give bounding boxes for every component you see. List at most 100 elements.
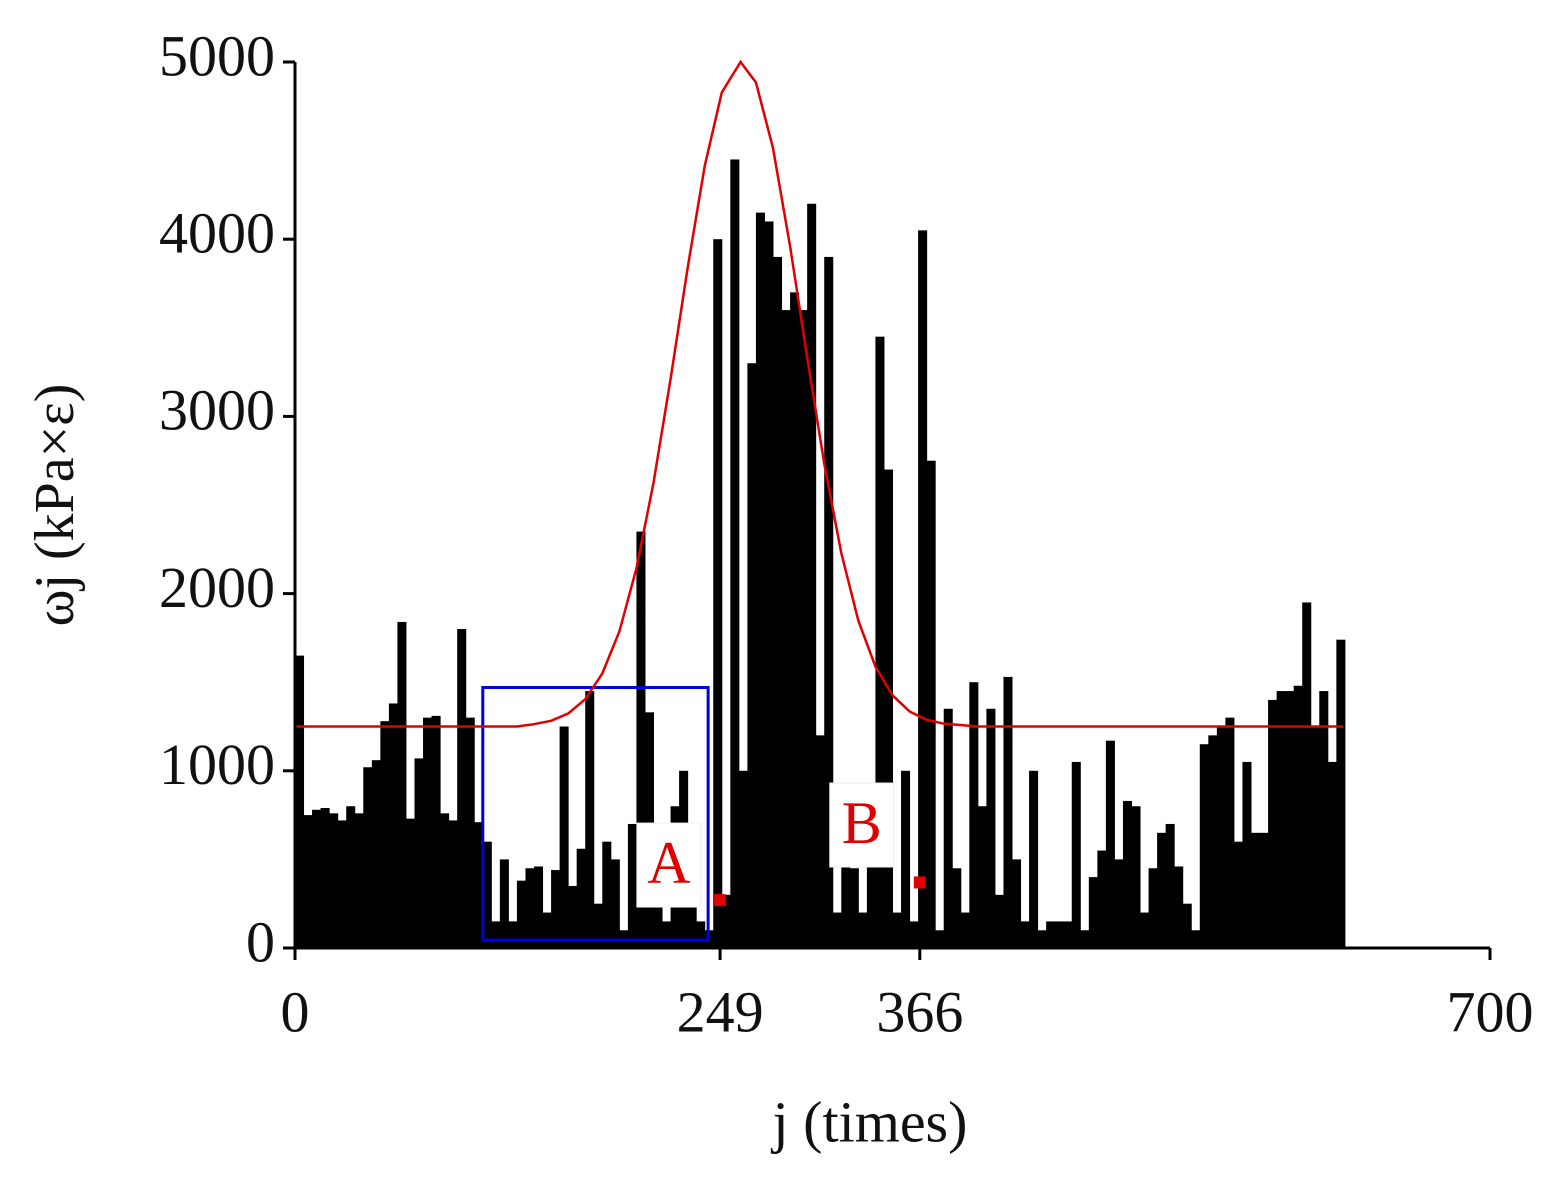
bar: [1327, 761, 1337, 948]
bar: [525, 868, 535, 948]
bar: [1242, 761, 1252, 948]
bar: [721, 894, 731, 948]
bar: [1037, 930, 1047, 948]
bar: [1148, 868, 1158, 948]
bar: [1268, 699, 1278, 948]
marker-point: [714, 894, 727, 907]
bar: [448, 820, 458, 948]
bar: [892, 912, 902, 948]
bar: [474, 822, 484, 948]
bar: [457, 629, 467, 948]
bar: [1046, 921, 1056, 948]
bar: [482, 841, 492, 948]
bar: [1208, 735, 1218, 948]
bar: [824, 256, 834, 948]
bar: [491, 921, 501, 948]
bar: [559, 726, 569, 948]
bar: [1233, 841, 1243, 948]
bar: [1088, 877, 1098, 948]
bar: [1302, 602, 1312, 948]
bar: [397, 621, 407, 948]
y-tick-label: 5000: [159, 23, 275, 88]
bar: [337, 820, 347, 948]
bar: [1174, 866, 1184, 948]
bar: [832, 912, 842, 948]
bar: [551, 870, 561, 948]
bar: [1225, 717, 1235, 948]
bar: [1251, 832, 1261, 948]
bar: [516, 880, 526, 948]
marker-point: [913, 876, 926, 889]
bar: [1140, 912, 1150, 948]
bar: [380, 721, 390, 948]
bar: [687, 903, 697, 948]
bar: [1003, 676, 1013, 948]
bar: [423, 717, 433, 948]
bar: [841, 823, 851, 948]
bar: [371, 760, 381, 948]
annotation-box: [829, 782, 895, 868]
bar: [534, 866, 544, 948]
bar: [1191, 930, 1201, 948]
bar: [755, 212, 765, 948]
curve: [295, 59, 1344, 728]
bar: [320, 808, 330, 948]
bar: [1259, 832, 1269, 948]
bar: [798, 310, 808, 949]
bar: [1165, 823, 1175, 948]
bar: [926, 460, 936, 948]
bar: [1319, 691, 1329, 948]
bar: [1020, 921, 1030, 948]
x-tick-label: 249: [677, 979, 764, 1044]
bar: [1105, 740, 1115, 948]
bar: [909, 921, 919, 948]
bar: [1310, 726, 1320, 948]
bar: [875, 336, 885, 948]
bar: [363, 767, 373, 948]
y-axis-label: ωj (kPa×ε): [24, 384, 86, 627]
bar: [1114, 859, 1124, 948]
bar: [1216, 726, 1226, 948]
y-tick-label: 4000: [159, 201, 275, 266]
bar: [1097, 850, 1107, 948]
bar: [977, 806, 987, 948]
x-tick-label: 366: [876, 979, 963, 1044]
bar: [1293, 685, 1303, 948]
bar: [1276, 691, 1286, 948]
highlight-box: [481, 686, 710, 942]
bar: [303, 815, 313, 948]
bar: [1157, 832, 1167, 948]
bar: [730, 159, 740, 948]
bar: [1285, 691, 1295, 948]
bar: [1131, 806, 1141, 948]
bar: [508, 921, 518, 948]
bar: [388, 703, 398, 948]
bar: [568, 885, 578, 948]
bar: [662, 921, 672, 948]
bar: [935, 930, 945, 948]
bar: [866, 841, 876, 948]
bar: [994, 894, 1004, 948]
bar: [1199, 744, 1209, 948]
bar: [747, 363, 757, 948]
y-tick-label: 0: [246, 909, 275, 974]
bar: [627, 823, 637, 948]
bar: [542, 912, 552, 948]
bar: [440, 813, 450, 948]
x-axis-label: j (times): [771, 1089, 968, 1154]
bar: [773, 256, 783, 948]
y-tick-label: 2000: [159, 555, 275, 620]
bar: [696, 921, 706, 948]
bar: [1054, 921, 1064, 948]
bar: [1122, 800, 1132, 948]
y-tick-label: 3000: [159, 378, 275, 443]
bar: [1029, 770, 1039, 948]
bar: [585, 691, 595, 948]
bar: [764, 221, 774, 949]
bar: [593, 903, 603, 948]
bar: [807, 203, 817, 948]
bar: [1012, 859, 1022, 948]
bar: [790, 292, 800, 948]
bar: [346, 806, 356, 948]
